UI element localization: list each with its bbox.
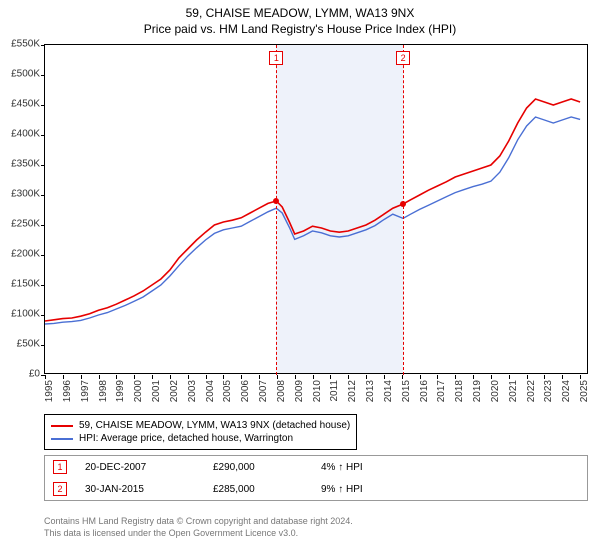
x-axis-label: 2020 [490, 380, 501, 410]
legend-label: HPI: Average price, detached house, Warr… [79, 433, 293, 444]
y-axis-label: £300K [4, 189, 40, 200]
x-axis-label: 2009 [294, 380, 305, 410]
series-line-hpi [45, 117, 580, 324]
footer-attribution: Contains HM Land Registry data © Crown c… [44, 516, 353, 539]
x-axis-label: 2012 [347, 380, 358, 410]
y-axis-label: £0 [4, 369, 40, 380]
x-axis-label: 2003 [187, 380, 198, 410]
x-axis-label: 2005 [222, 380, 233, 410]
x-axis-label: 1998 [98, 380, 109, 410]
x-axis-label: 2011 [329, 380, 340, 410]
legend-swatch [51, 425, 73, 427]
x-axis-label: 2000 [133, 380, 144, 410]
sale-row-marker: 2 [53, 482, 67, 496]
legend: 59, CHAISE MEADOW, LYMM, WA13 9NX (detac… [44, 414, 357, 450]
sale-marker-line [276, 45, 277, 375]
y-axis-label: £500K [4, 69, 40, 80]
y-axis-label: £200K [4, 249, 40, 260]
x-axis-label: 2014 [383, 380, 394, 410]
x-axis-label: 2004 [205, 380, 216, 410]
sale-delta: 9% ↑ HPI [321, 484, 363, 495]
x-axis-label: 2007 [258, 380, 269, 410]
legend-row: 59, CHAISE MEADOW, LYMM, WA13 9NX (detac… [51, 419, 350, 432]
series-line-subject [45, 99, 580, 321]
sale-marker-dot [400, 201, 406, 207]
y-axis-label: £450K [4, 99, 40, 110]
y-axis-label: £550K [4, 39, 40, 50]
x-axis-label: 2022 [526, 380, 537, 410]
y-axis-label: £350K [4, 159, 40, 170]
x-axis-label: 2025 [579, 380, 590, 410]
sale-row-marker: 1 [53, 460, 67, 474]
sale-row: 2 30-JAN-2015 £285,000 9% ↑ HPI [45, 478, 587, 500]
x-axis-label: 2013 [365, 380, 376, 410]
sales-table: 1 20-DEC-2007 £290,000 4% ↑ HPI 2 30-JAN-2015… [44, 455, 588, 501]
page-subtitle: Price paid vs. HM Land Registry's House … [0, 20, 600, 42]
x-axis-label: 2016 [419, 380, 430, 410]
legend-row: HPI: Average price, detached house, Warr… [51, 432, 350, 445]
x-axis-label: 2021 [508, 380, 519, 410]
sale-marker-box: 2 [396, 51, 410, 65]
x-axis-label: 2023 [543, 380, 554, 410]
legend-label: 59, CHAISE MEADOW, LYMM, WA13 9NX (detac… [79, 420, 350, 431]
x-axis-label: 2010 [312, 380, 323, 410]
y-axis-label: £250K [4, 219, 40, 230]
sale-row: 1 20-DEC-2007 £290,000 4% ↑ HPI [45, 456, 587, 478]
page-title: 59, CHAISE MEADOW, LYMM, WA13 9NX [0, 0, 600, 20]
x-axis-label: 2024 [561, 380, 572, 410]
y-axis-label: £400K [4, 129, 40, 140]
x-axis-label: 2015 [401, 380, 412, 410]
sale-marker-line [403, 45, 404, 375]
footer-line1: Contains HM Land Registry data © Crown c… [44, 516, 353, 528]
legend-swatch [51, 438, 73, 440]
x-axis-label: 2018 [454, 380, 465, 410]
sale-date: 20-DEC-2007 [85, 462, 195, 473]
footer-line2: This data is licensed under the Open Gov… [44, 528, 353, 540]
y-axis-label: £150K [4, 279, 40, 290]
x-axis-label: 2002 [169, 380, 180, 410]
chart-container: 59, CHAISE MEADOW, LYMM, WA13 9NX Price … [0, 0, 600, 560]
series-svg [45, 45, 589, 375]
y-axis-label: £50K [4, 339, 40, 350]
sale-price: £290,000 [213, 462, 303, 473]
x-axis-label: 1999 [115, 380, 126, 410]
y-axis-label: £100K [4, 309, 40, 320]
sale-marker-box: 1 [269, 51, 283, 65]
sale-date: 30-JAN-2015 [85, 484, 195, 495]
x-axis-label: 1997 [80, 380, 91, 410]
sale-price: £285,000 [213, 484, 303, 495]
plot-area: 12 [44, 44, 588, 374]
x-axis-label: 2008 [276, 380, 287, 410]
x-axis-label: 2006 [240, 380, 251, 410]
sale-delta: 4% ↑ HPI [321, 462, 363, 473]
x-axis-label: 2019 [472, 380, 483, 410]
x-axis-label: 2001 [151, 380, 162, 410]
x-axis-label: 2017 [436, 380, 447, 410]
x-axis-label: 1995 [44, 380, 55, 410]
sale-marker-dot [273, 198, 279, 204]
x-axis-label: 1996 [62, 380, 73, 410]
